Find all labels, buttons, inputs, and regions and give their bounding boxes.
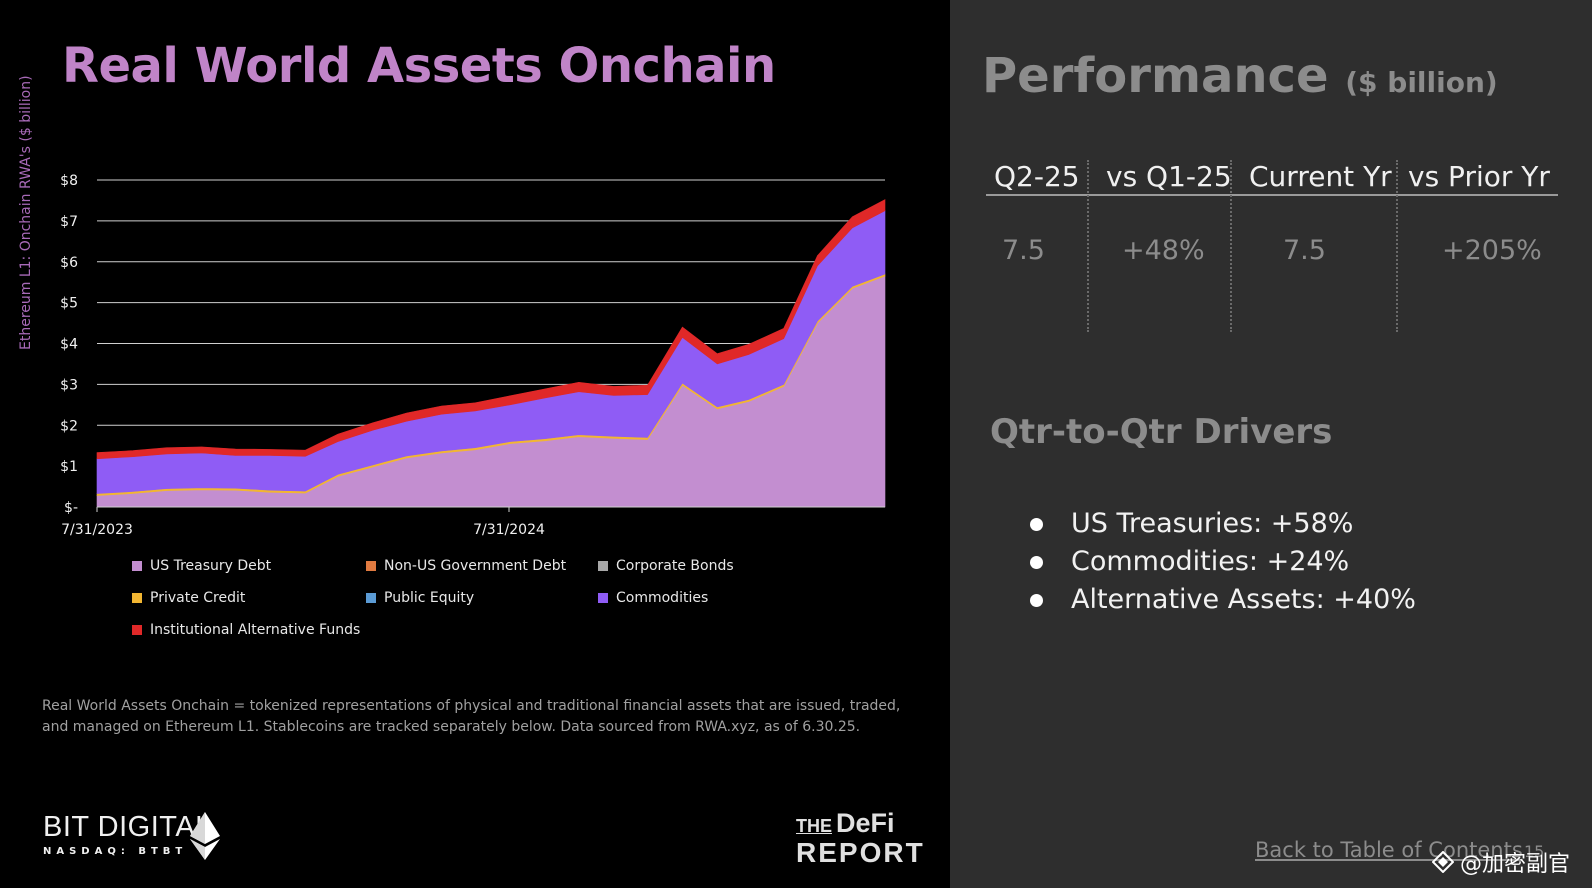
x-tick-label: 7/31/2024 <box>473 522 545 538</box>
legend-swatch <box>366 593 376 603</box>
back-to-contents-link[interactable]: Back to Table of Contents <box>1255 838 1523 862</box>
y-tick-label: $4 <box>60 337 78 353</box>
legend-item: Non-US Government Debt <box>366 558 566 574</box>
y-tick-label: $2 <box>60 418 78 434</box>
driver-item: Alternative Assets: +40% <box>1030 581 1416 619</box>
perf-header-vs-q1-25: vs Q1-25 <box>1106 160 1232 193</box>
legend-label: Commodities <box>616 590 709 606</box>
footnote: Real World Assets Onchain = tokenized re… <box>42 698 901 735</box>
driver-text: Commodities: +24% <box>1071 546 1350 577</box>
legend-item: US Treasury Debt <box>132 558 271 574</box>
defi-report-report: REPORT <box>796 837 925 868</box>
performance-title-text: Performance <box>982 48 1329 104</box>
driver-item: US Treasuries: +58% <box>1030 505 1416 543</box>
drivers-title: Qtr-to-Qtr Drivers <box>990 412 1333 452</box>
performance-table: Q2-25 vs Q1-25 Current Yr vs Prior Yr 7.… <box>986 160 1558 332</box>
legend-swatch <box>132 625 142 635</box>
perf-value-vs-prior-yr: +205% <box>1442 235 1542 266</box>
y-tick-label: $6 <box>60 255 78 271</box>
driver-item: Commodities: +24% <box>1030 543 1416 581</box>
legend-swatch <box>132 593 142 603</box>
legend-label: Private Credit <box>150 590 246 606</box>
watermark-text: @加密副官 <box>1460 852 1571 877</box>
diamond-logo-icon <box>1432 851 1454 873</box>
legend-item: Private Credit <box>132 590 245 606</box>
slide-title: Real World Assets Onchain <box>62 38 776 94</box>
perf-header-vs-prior-yr: vs Prior Yr <box>1408 160 1550 193</box>
perf-header-rule <box>986 194 1558 196</box>
ethereum-icon <box>190 812 220 860</box>
perf-header-current-yr: Current Yr <box>1249 160 1392 193</box>
legend-label: Corporate Bonds <box>616 558 734 574</box>
bullet-icon <box>1030 593 1043 607</box>
chart-panel: Real World Assets Onchain $- $1 $2 $3 $4 $5 $6… <box>18 38 925 867</box>
defi-report-the: THE <box>796 816 832 836</box>
bit-digital-ticker: NASDAQ: BTBT <box>43 846 188 857</box>
y-tick-label: $3 <box>60 377 78 393</box>
defi-report-defi: DeFi <box>836 808 895 838</box>
y-tick-label: $5 <box>60 296 78 312</box>
y-tick-label: $- <box>64 500 78 516</box>
y-axis-label: Ethereum L1: Onchain RWA's ($ billion) <box>18 75 34 350</box>
legend-label: US Treasury Debt <box>150 558 272 574</box>
legend-swatch <box>598 561 608 571</box>
drivers-list: US Treasuries: +58% Commodities: +24% Al… <box>1030 505 1416 619</box>
perf-separator <box>1087 160 1089 332</box>
performance-panel <box>950 0 1592 888</box>
bullet-icon <box>1030 517 1043 531</box>
legend-swatch <box>132 561 142 571</box>
legend-item: Commodities <box>598 590 708 606</box>
bit-digital-logo: BIT DIGITAL NASDAQ: BTBT <box>43 812 212 857</box>
watermark: @加密副官 <box>1432 846 1570 878</box>
perf-separator <box>1230 160 1232 332</box>
driver-text: Alternative Assets: +40% <box>1071 584 1416 615</box>
bullet-icon <box>1030 555 1043 569</box>
legend-label: Institutional Alternative Funds <box>150 622 361 638</box>
legend-swatch <box>366 561 376 571</box>
performance-title: Performance ($ billion) <box>982 48 1498 104</box>
perf-separator <box>1396 160 1398 332</box>
series-area-institutional-alternative-funds <box>96 199 886 460</box>
legend-swatch <box>598 593 608 603</box>
y-tick-label: $7 <box>60 214 78 230</box>
legend-label: Public Equity <box>384 590 475 606</box>
performance-unit: ($ billion) <box>1345 66 1498 99</box>
legend-item: Public Equity <box>366 590 474 606</box>
bit-digital-name: BIT DIGITAL <box>43 811 212 843</box>
defi-report-logo: THE DeFi REPORT <box>796 810 925 867</box>
legend-label: Non-US Government Debt <box>384 558 567 574</box>
perf-value-current-yr: 7.5 <box>1283 235 1326 266</box>
perf-value-q2-25: 7.5 <box>1002 235 1045 266</box>
x-tick-label: 7/31/2023 <box>61 522 133 538</box>
perf-value-vs-q1-25: +48% <box>1122 235 1205 266</box>
driver-text: US Treasuries: +58% <box>1071 508 1354 539</box>
perf-header-q2-25: Q2-25 <box>994 160 1080 193</box>
rwa-area-chart: $- $1 $2 $3 $4 $5 $6 $7 $8 7/31/2023 7/31/2024 <box>60 173 886 538</box>
legend-item: Corporate Bonds <box>598 558 734 574</box>
page-number: 15 <box>1524 842 1545 861</box>
legend-item: Institutional Alternative Funds <box>132 622 360 638</box>
y-tick-label: $8 <box>60 173 78 189</box>
y-tick-label: $1 <box>60 459 78 475</box>
